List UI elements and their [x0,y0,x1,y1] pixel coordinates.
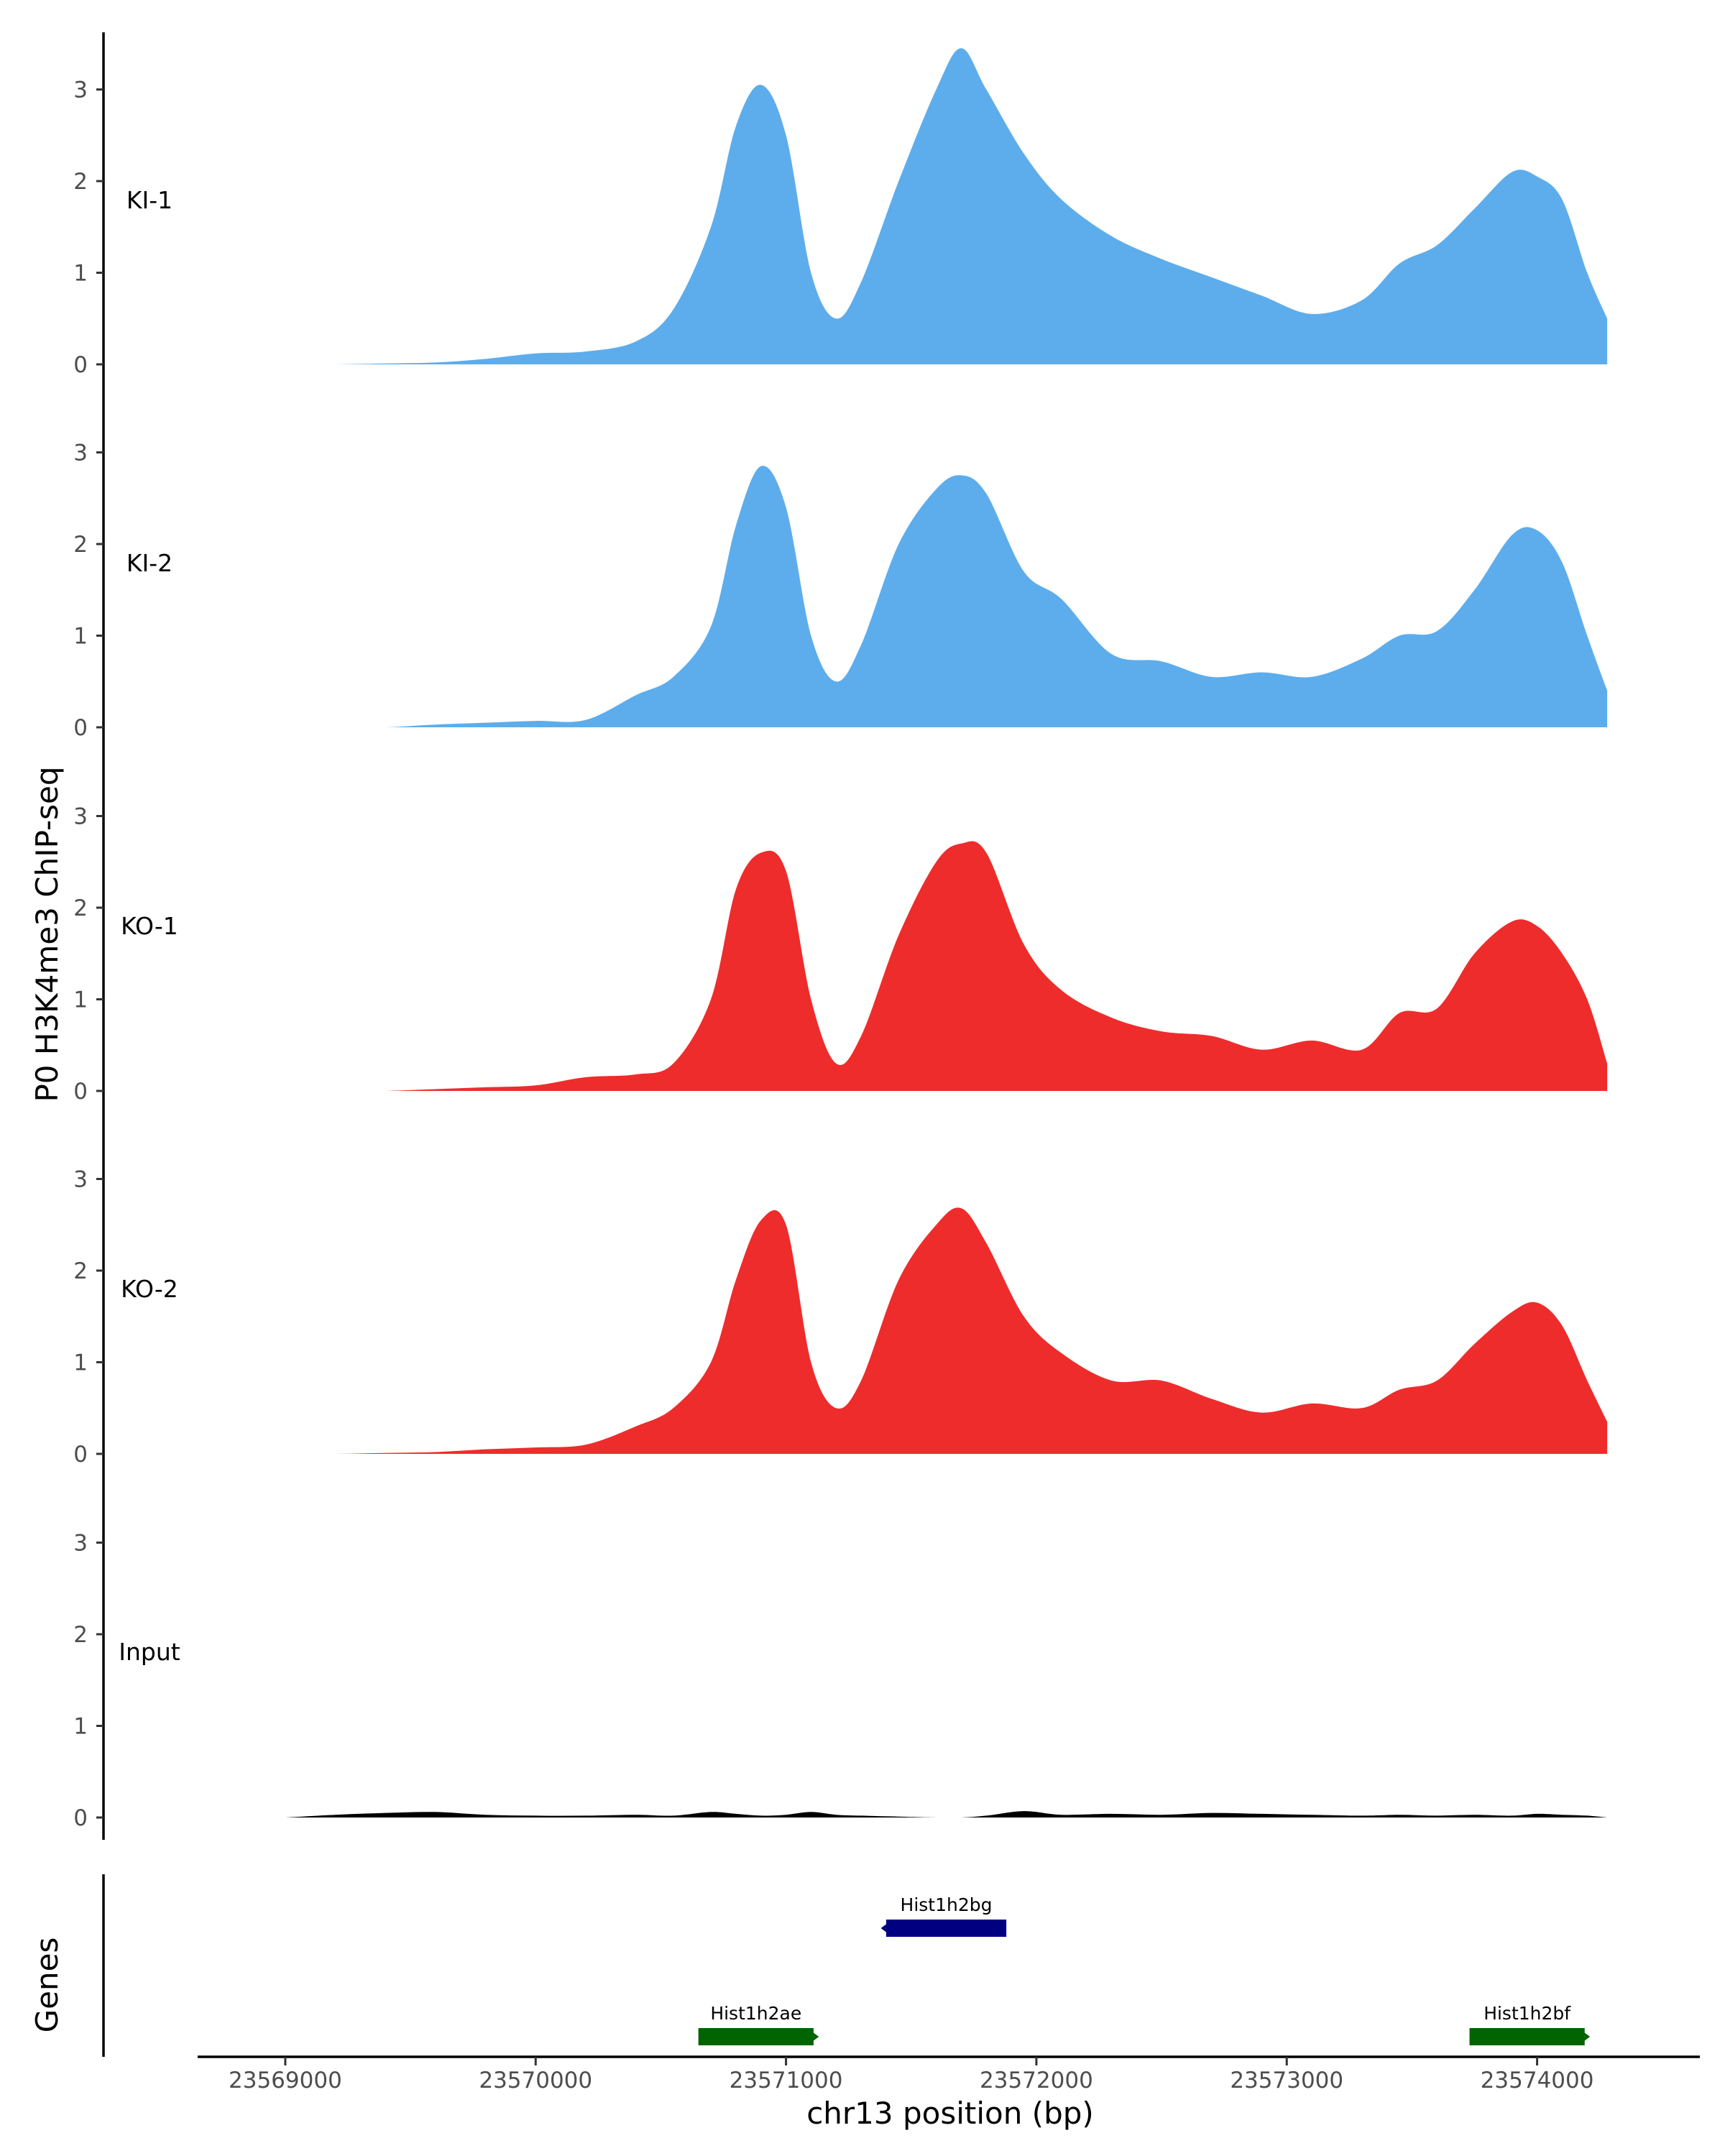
y-tick-label: 2 [73,169,88,195]
x-tick-label: 23571000 [730,2068,843,2093]
coverage-area-input [285,1811,1608,1818]
strand-arrow [880,1920,893,1936]
x-tick-label: 23574000 [1481,2068,1594,2093]
track-input: 0 1 2 3 Input [73,1489,1608,1840]
gene-hist1h2ae: Hist1h2ae [698,2003,819,2045]
x-tick-label: 23569000 [229,2068,342,2093]
coverage-area-ko-1 [285,841,1608,1091]
y-tick-label: 0 [73,1079,88,1105]
gene-label: Hist1h2bf [1484,2003,1571,2024]
y-axis-title: P0 H3K4me3 ChIP-seq [29,766,65,1102]
y-tick-label: 2 [73,532,88,558]
track-label: KO-1 [121,912,178,940]
gene-hist1h2bf: Hist1h2bf [1469,2003,1591,2045]
coverage-area-ko-2 [285,1207,1608,1454]
track-label: KI-1 [126,186,172,214]
y-tick-label: 3 [73,1531,88,1557]
gene-label: Hist1h2ae [710,2003,801,2024]
x-axis: 23569000 23570000 23571000 23572000 23573000… [198,2055,1700,2093]
x-axis-title: chr13 position (bp) [806,2096,1094,2131]
genes-track: Hist1h2bg Hist1h2ae Hist1h2bf [102,1874,1591,2057]
y-tick-label: 1 [73,261,88,287]
y-tick-label: 3 [73,1167,88,1193]
gene-hist1h2bg: Hist1h2bg [880,1894,1007,1937]
coverage-area-ki-1 [285,48,1608,364]
x-tick-label: 23573000 [1230,2068,1343,2093]
y-tick-label: 3 [73,78,88,103]
y-tick-label: 1 [73,1350,88,1376]
coverage-area-ki-2 [285,466,1608,727]
track-label: Input [119,1638,180,1666]
track-ko-2: 0 1 2 3 KO-2 [73,1127,1608,1489]
y-tick-label: 3 [73,804,88,830]
y-tick-label: 2 [73,1258,88,1284]
track-ko-1: 0 1 2 3 KO-1 [73,762,1608,1127]
track-label: KO-2 [121,1275,178,1303]
plot-area: 0 1 2 3 KI-1 0 1 2 3 KI-2 0 1 2 3 KO-1 0 1 2 3 KO-2 0 1 2 3 Inpu… [73,32,1700,2093]
gene-label: Hist1h2bg [901,1894,993,1915]
y-tick-label: 0 [73,352,88,378]
gene-body [886,1920,1007,1937]
track-label: KI-2 [126,549,172,577]
track-ki-2: 0 1 2 3 KI-2 [73,399,1608,762]
y-tick-label: 2 [73,1622,88,1648]
gene-body [1469,2028,1585,2045]
y-tick-label: 2 [73,895,88,921]
y-tick-label: 1 [73,624,88,650]
gene-body [698,2028,814,2045]
y-tick-label: 1 [73,987,88,1013]
genes-axis-title: Genes [29,1938,65,2033]
y-tick-label: 3 [73,441,88,466]
y-tick-label: 0 [73,1805,88,1831]
strand-arrow [1578,2029,1591,2045]
x-tick-label: 23572000 [980,2068,1093,2093]
y-tick-label: 1 [73,1714,88,1740]
x-tick-label: 23570000 [479,2068,592,2093]
y-tick-label: 0 [73,715,88,741]
y-tick-label: 0 [73,1442,88,1468]
strand-arrow [806,2029,819,2045]
track-ki-1: 0 1 2 3 KI-1 [73,32,1608,399]
